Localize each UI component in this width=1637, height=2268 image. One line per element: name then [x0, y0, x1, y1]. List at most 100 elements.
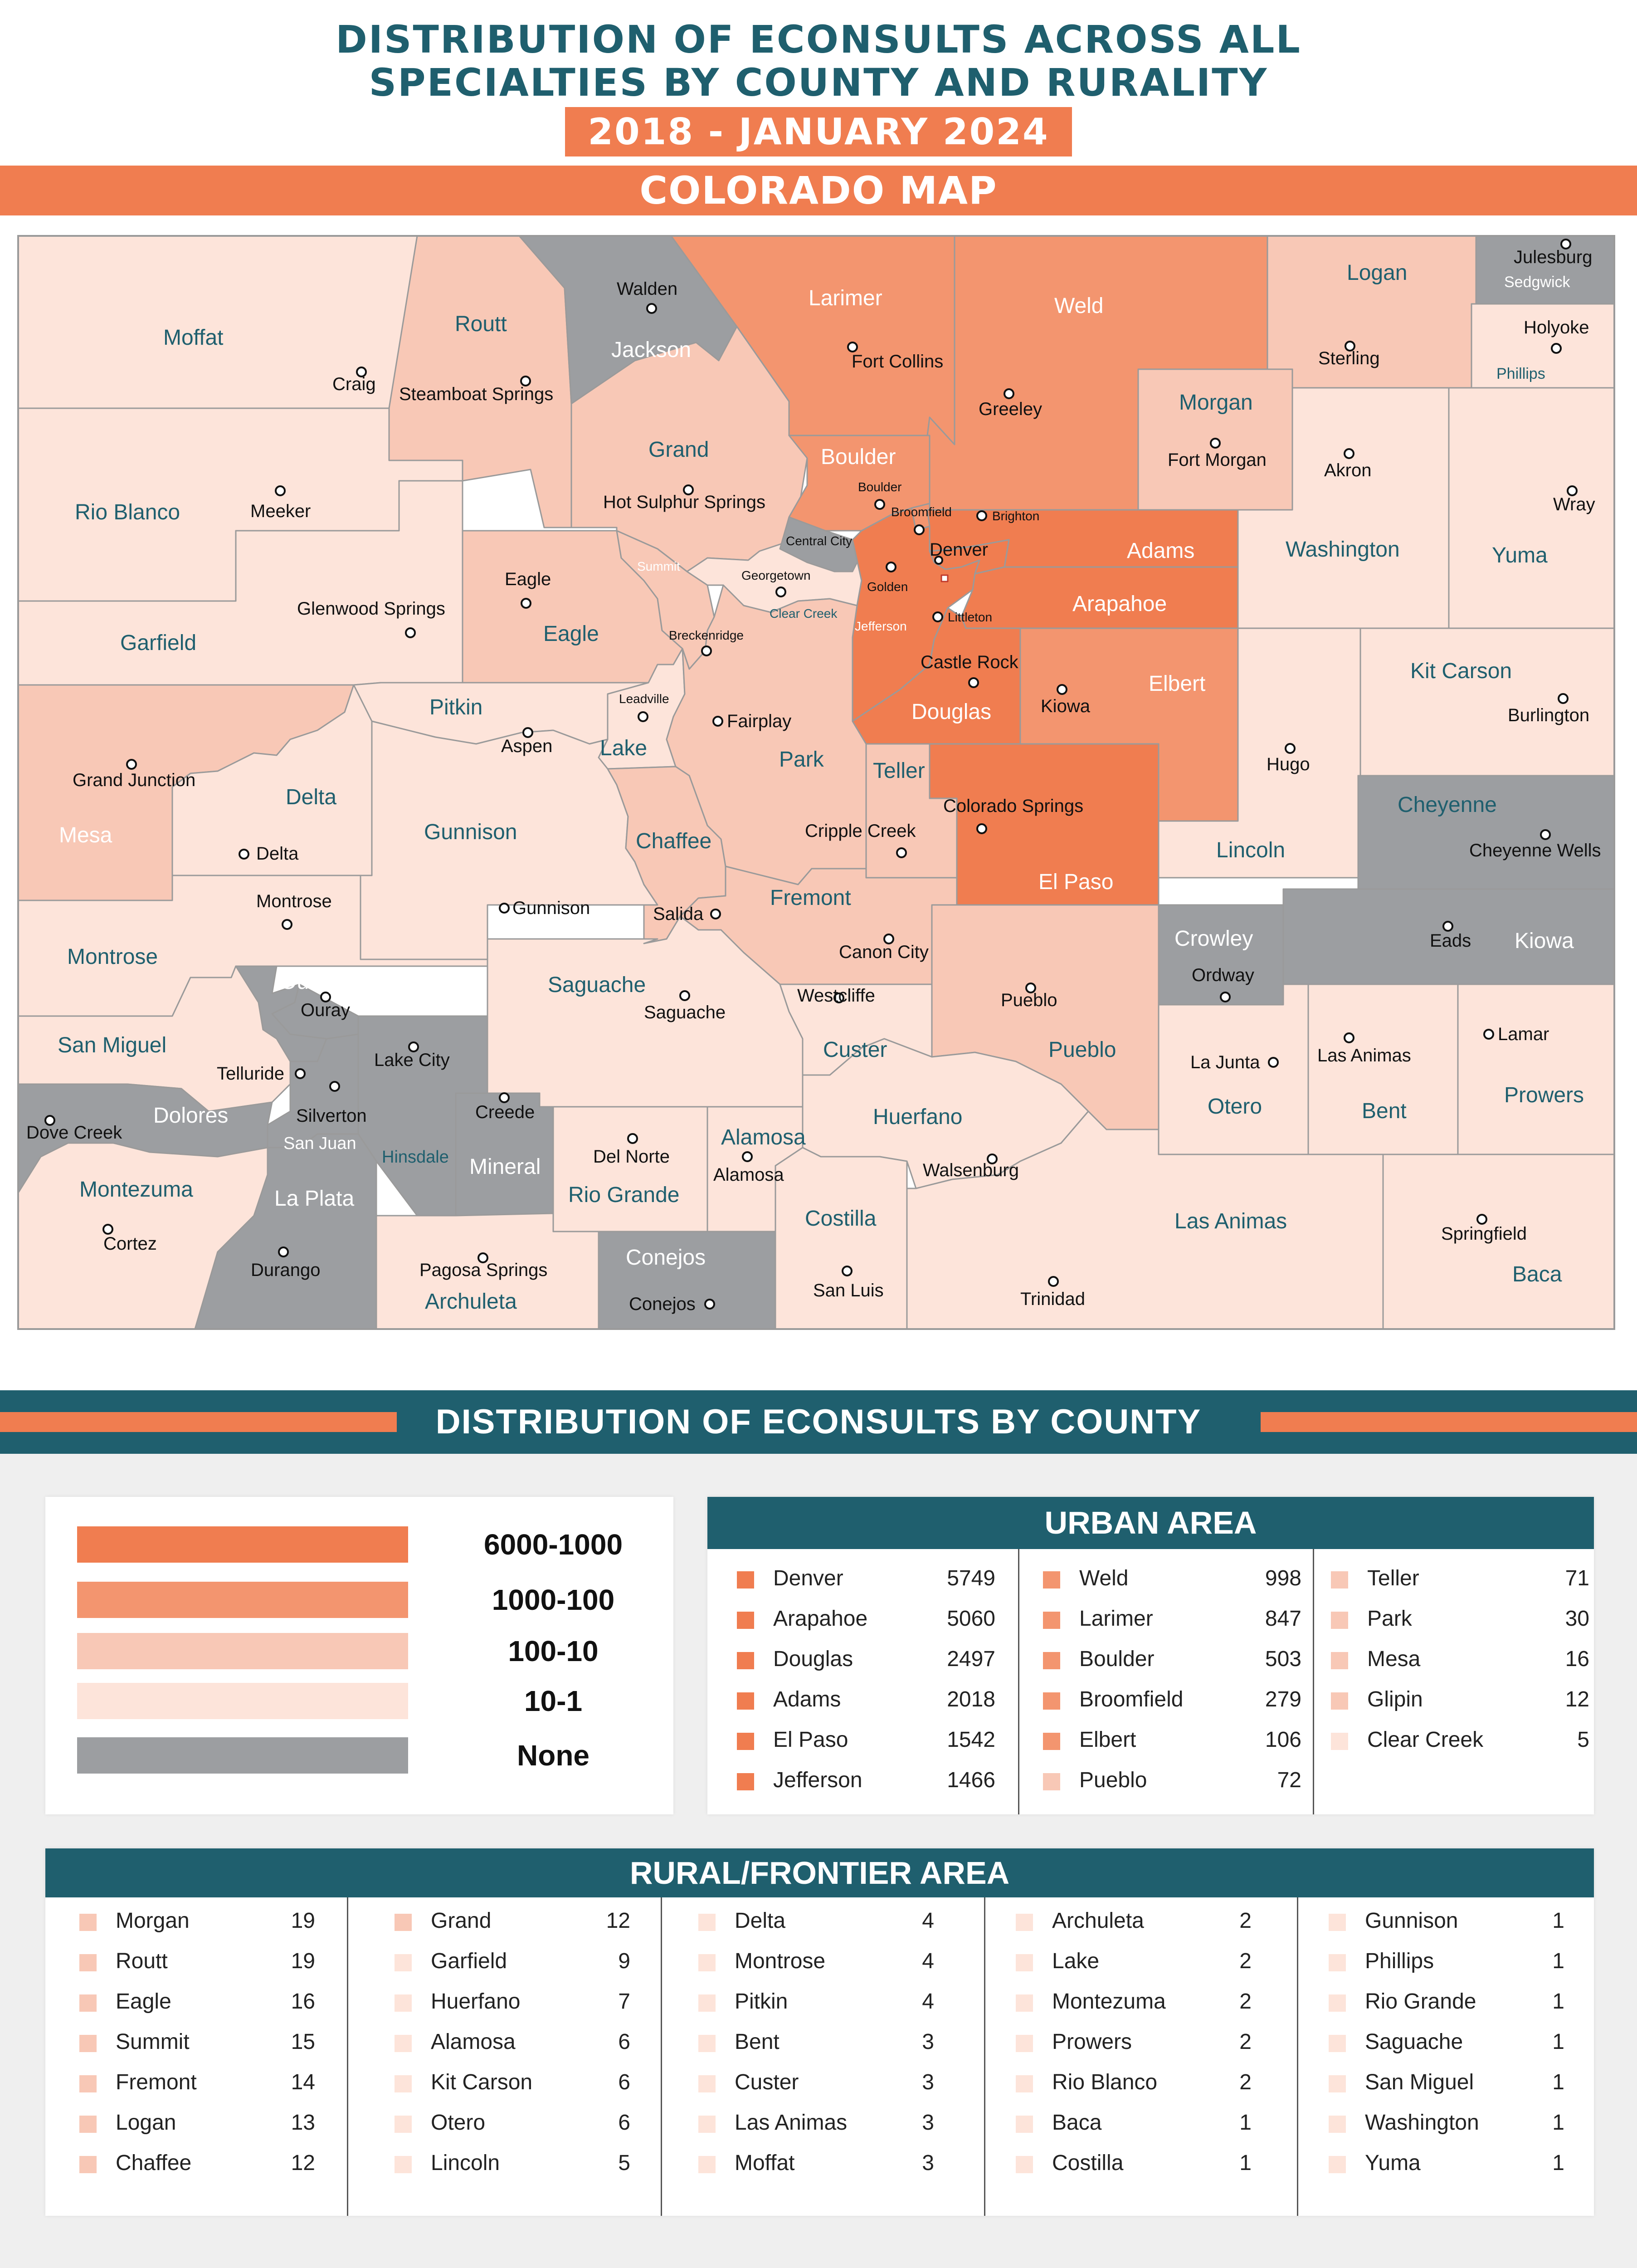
urban-county-count: 503: [1265, 1647, 1301, 1671]
rural-county-swatch: [1016, 2116, 1033, 2133]
rural-county-swatch: [79, 2035, 97, 2052]
city-label-holyoke: Holyoke: [1524, 318, 1589, 337]
city-dot-lamar: [1483, 1029, 1494, 1040]
rural-county-count: 1: [1239, 2151, 1252, 2175]
county-label-douglas: Douglas: [911, 700, 991, 724]
city-dot-fort-morgan: [1210, 438, 1221, 449]
rural-county-row: Las Animas 3: [698, 2109, 934, 2136]
rural-county-swatch: [698, 2075, 716, 2092]
county-label-montrose: Montrose: [67, 945, 158, 969]
rural-county-count: 1: [1552, 1949, 1564, 1973]
denver-capitol-marker: [940, 574, 949, 582]
city-label-lake-city: Lake City: [374, 1050, 450, 1070]
county-label-custer: Custer: [823, 1038, 887, 1062]
county-label-archuleta: Archuleta: [425, 1290, 517, 1314]
county-ouray-ext: [271, 983, 359, 1040]
rural-county-name: Phillips: [1365, 1949, 1434, 1973]
rural-county-swatch: [1016, 2156, 1033, 2173]
city-dot-castle-rock: [968, 677, 979, 688]
city-dot-greeley: [1004, 388, 1014, 399]
city-dot-creede: [499, 1092, 510, 1103]
city-dot-lake-city: [408, 1041, 419, 1052]
county-label-hinsdale: Hinsdale: [382, 1148, 449, 1167]
county-sedgwick: [1475, 235, 1615, 305]
city-label-denver: Denver: [930, 540, 988, 560]
city-dot-san-luis: [842, 1266, 853, 1276]
legend-swatch: [77, 1737, 408, 1774]
rural-county-swatch: [395, 1994, 412, 2012]
rural-county-name: Garfield: [431, 1949, 507, 1973]
urban-county-swatch: [737, 1652, 754, 1669]
city-label-meeker: Meeker: [250, 501, 311, 521]
rural-county-count: 5: [618, 2151, 630, 2175]
rural-county-swatch: [1016, 1914, 1033, 1931]
legend-label: 100-10: [508, 1635, 599, 1667]
title-block: DISTRIBUTION OF ECONSULTS ACROSS ALL SPE…: [0, 18, 1637, 156]
rural-county-count: 1: [1552, 2070, 1564, 2094]
rural-county-row: Yuma 1: [1329, 2150, 1564, 2177]
county-label-mineral: Mineral: [469, 1155, 541, 1179]
city-dot-del-norte: [627, 1133, 638, 1144]
rural-county-name: Saguache: [1365, 2030, 1463, 2054]
city-label-creede: Creede: [475, 1102, 535, 1122]
county-central-city: [779, 516, 860, 572]
date-range-badge: 2018 - JANUARY 2024: [565, 107, 1072, 156]
city-dot-dove-creek: [44, 1115, 55, 1126]
city-label-telluride: Telluride: [217, 1064, 284, 1084]
rural-county-count: 6: [618, 2030, 630, 2054]
city-dot-broomfield: [914, 524, 925, 535]
rural-county-count: 19: [291, 1909, 315, 1933]
distribution-banner: DISTRIBUTION OF ECONSULTS BY COUNTY: [0, 1390, 1637, 1454]
city-dot-fairplay: [712, 716, 723, 727]
county-label-logan: Logan: [1347, 261, 1407, 285]
title-line-2: SPECIALTIES BY COUNTY AND RURALITY: [369, 60, 1268, 105]
county-label-conejos: Conejos: [626, 1246, 706, 1270]
city-label-trinidad: Trinidad: [1020, 1289, 1085, 1309]
banner-accent-right: [1261, 1412, 1637, 1432]
urban-county-row: El Paso 1542: [737, 1726, 995, 1754]
rural-county-name: Routt: [116, 1949, 168, 1973]
city-label-pueblo: Pueblo: [1001, 990, 1057, 1010]
city-label-fairplay: Fairplay: [727, 711, 791, 731]
city-label-saguache: Saguache: [644, 1002, 726, 1022]
city-label-pagosa-springs: Pagosa Springs: [419, 1260, 547, 1280]
urban-county-swatch: [1331, 1652, 1348, 1669]
urban-county-row: Pueblo 72: [1043, 1767, 1301, 1794]
rural-county-count: 1: [1552, 2030, 1564, 2054]
rural-area-card: RURAL/FRONTIER AREA Morgan 19 Routt 19 Eagle…: [45, 1848, 1594, 2216]
city-dot-pagosa: [477, 1252, 488, 1263]
rural-county-count: 12: [606, 1909, 630, 1933]
urban-county-row: Douglas 2497: [737, 1646, 995, 1673]
city-label-kiowa: Kiowa: [1041, 696, 1091, 716]
legend-row: 1000-100: [77, 1582, 644, 1618]
rural-county-name: Lake: [1052, 1949, 1100, 1973]
city-dot-durango: [278, 1246, 289, 1257]
rural-county-name: Custer: [735, 2070, 799, 2094]
urban-county-name: Teller: [1367, 1566, 1419, 1590]
rural-county-swatch: [79, 2075, 97, 2092]
city-label-ordway: Ordway: [1192, 965, 1254, 985]
rural-county-row: Fremont 14: [79, 2069, 315, 2096]
rural-county-row: Eagle 16: [79, 1988, 315, 2015]
city-dot-hugo: [1285, 743, 1296, 754]
county-label-lake: Lake: [600, 736, 647, 760]
county-label-clear-creek: Clear Creek: [770, 606, 838, 621]
rural-county-row: Costilla 1: [1016, 2150, 1252, 2177]
county-label-grand: Grand: [648, 438, 709, 462]
rural-county-count: 3: [922, 2151, 934, 2175]
rural-county-name: San Miguel: [1365, 2070, 1474, 2094]
urban-county-count: 16: [1565, 1647, 1589, 1671]
rural-county-row: Alamosa 6: [395, 2028, 630, 2056]
city-label-georgetown: Georgetown: [741, 568, 811, 582]
city-dot-denver: [934, 556, 943, 565]
rural-county-name: Delta: [735, 1909, 786, 1933]
urban-county-row: Teller 71: [1331, 1565, 1589, 1592]
county-bent: [1307, 983, 1459, 1155]
rural-county-name: Otero: [431, 2111, 486, 2135]
city-dot-grand-junction: [126, 759, 137, 770]
rural-county-name: Huerfano: [431, 1989, 521, 2014]
rural-county-count: 14: [291, 2070, 315, 2094]
urban-county-name: Glipin: [1367, 1687, 1423, 1711]
legend-swatch: [77, 1526, 408, 1563]
urban-county-swatch: [737, 1733, 754, 1750]
